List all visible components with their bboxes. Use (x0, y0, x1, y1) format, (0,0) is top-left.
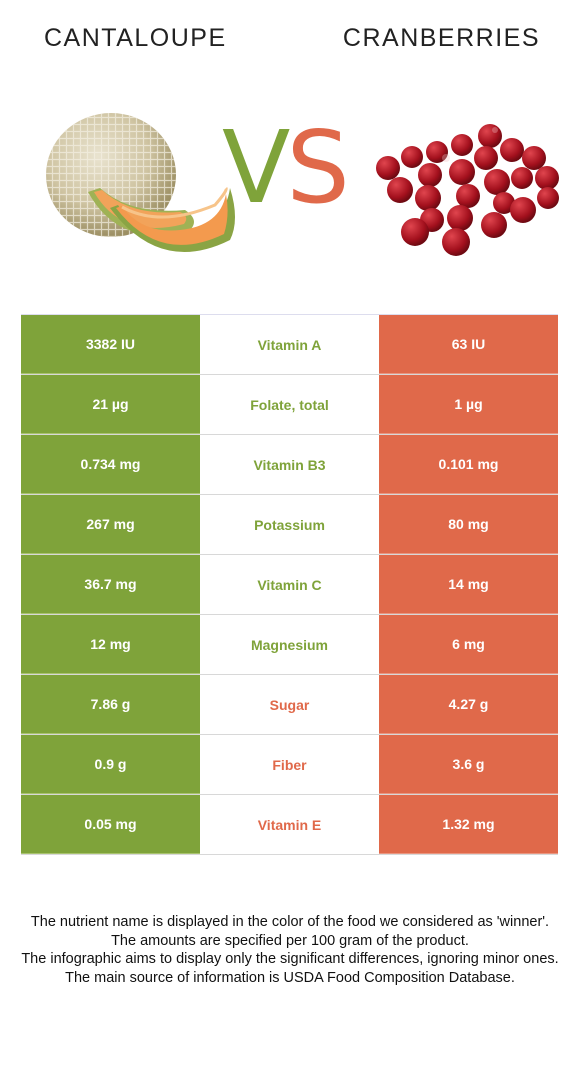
right-value: 6 mg (379, 615, 558, 674)
right-value: 1.32 mg (379, 795, 558, 854)
left-value: 267 mg (21, 495, 200, 554)
right-value: 0.101 mg (379, 435, 558, 494)
comparison-table: 3382 IU Vitamin A 63 IU 21 µg Folate, total 1… (21, 314, 558, 855)
footer-line: The nutrient name is displayed in the co… (30, 914, 550, 930)
nutrient-name: Vitamin E (200, 795, 379, 854)
nutrient-name: Fiber (200, 735, 379, 794)
table-row: 0.9 g Fiber 3.6 g (21, 735, 558, 795)
left-value: 0.734 mg (21, 435, 200, 494)
nutrient-name: Vitamin C (200, 555, 379, 614)
left-food-title: CANTALOUPE (44, 24, 227, 52)
vs-letter-v: V (222, 109, 290, 226)
table-row: 36.7 mg Vitamin C 14 mg (21, 555, 558, 615)
right-value: 80 mg (379, 495, 558, 554)
table-row: 3382 IU Vitamin A 63 IU (21, 315, 558, 375)
right-value: 4.27 g (379, 675, 558, 734)
footer-line: The main source of information is USDA F… (65, 969, 515, 986)
left-value: 7.86 g (21, 675, 200, 734)
nutrient-name: Vitamin B3 (200, 435, 379, 494)
nutrient-name: Vitamin A (200, 315, 379, 374)
table-row: 12 mg Magnesium 6 mg (21, 615, 558, 675)
right-food-title: CRANBERRIES (342, 24, 540, 52)
vs-letter-s: S (286, 109, 350, 226)
right-value: 63 IU (379, 315, 558, 374)
nutrient-name: Potassium (200, 495, 379, 554)
right-value: 1 µg (379, 375, 558, 434)
left-value: 0.05 mg (21, 795, 200, 854)
table-row: 7.86 g Sugar 4.27 g (21, 675, 558, 735)
cranberries-image (376, 124, 559, 256)
footer-notes: The nutrient name is displayed in the co… (20, 913, 560, 987)
table-row: 21 µg Folate, total 1 µg (21, 375, 558, 435)
left-value: 0.9 g (21, 735, 200, 794)
left-value: 36.7 mg (21, 555, 200, 614)
table-row: 267 mg Potassium 80 mg (21, 495, 558, 555)
food-images (46, 113, 559, 256)
nutrient-name: Sugar (200, 675, 379, 734)
footer-line: The amounts are specified per 100 gram o… (111, 932, 469, 949)
left-value: 12 mg (21, 615, 200, 674)
right-value: 14 mg (379, 555, 558, 614)
table-row: 0.734 mg Vitamin B3 0.101 mg (21, 435, 558, 495)
vs-label: VS (222, 118, 350, 218)
nutrient-name: Folate, total (200, 375, 379, 434)
left-value: 3382 IU (21, 315, 200, 374)
left-value: 21 µg (21, 375, 200, 434)
cantaloupe-image (46, 113, 235, 253)
footer-line: The infographic aims to display only the… (21, 951, 559, 967)
table-row: 0.05 mg Vitamin E 1.32 mg (21, 795, 558, 855)
nutrient-name: Magnesium (200, 615, 379, 674)
right-value: 3.6 g (379, 735, 558, 794)
